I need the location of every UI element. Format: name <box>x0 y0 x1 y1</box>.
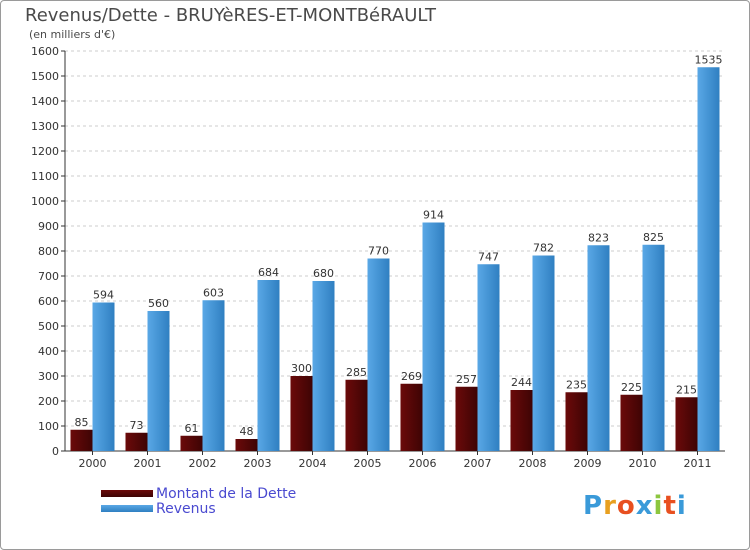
bar-debt <box>620 394 643 451</box>
y-axis-unit-label: (en milliers d'€) <box>29 28 116 41</box>
data-label-revenue: 747 <box>478 250 499 263</box>
data-label-revenue: 823 <box>588 231 609 244</box>
bar-debt <box>565 392 588 451</box>
x-tick-label: 2000 <box>79 457 107 470</box>
bar-debt <box>180 435 203 451</box>
logo-letter: t <box>663 491 677 521</box>
logo-letter: i <box>676 491 687 521</box>
bar-revenue <box>257 280 280 451</box>
data-label-debt: 215 <box>676 383 697 396</box>
x-tick-label: 2005 <box>354 457 382 470</box>
bar-debt <box>290 376 313 451</box>
bar-debt <box>345 379 368 451</box>
x-tick-label: 2008 <box>519 457 547 470</box>
bar-revenue <box>532 255 555 451</box>
x-tick-label: 2011 <box>684 457 712 470</box>
x-tick-label: 2004 <box>299 457 327 470</box>
data-label-debt: 300 <box>291 362 312 375</box>
y-tick-label: 900 <box>38 220 59 233</box>
data-label-revenue: 603 <box>203 286 224 299</box>
bar-revenue <box>422 222 445 451</box>
data-label-revenue: 594 <box>93 289 114 302</box>
y-tick-label: 100 <box>38 420 59 433</box>
y-tick-label: 700 <box>38 270 59 283</box>
y-tick-label: 1500 <box>31 70 59 83</box>
y-tick-label: 300 <box>38 370 59 383</box>
bar-debt <box>70 429 93 451</box>
x-tick-label: 2002 <box>189 457 217 470</box>
y-tick-label: 1100 <box>31 170 59 183</box>
logo-letter: P <box>583 491 604 521</box>
bar-revenue <box>202 300 225 451</box>
data-label-debt: 85 <box>75 416 89 429</box>
data-label-debt: 235 <box>566 378 587 391</box>
bar-revenue <box>697 67 720 451</box>
x-tick-label: 2009 <box>574 457 602 470</box>
x-tick-label: 2001 <box>134 457 162 470</box>
x-tick-label: 2007 <box>464 457 492 470</box>
x-tick-label: 2010 <box>629 457 657 470</box>
legend-label-debt: Montant de la Dette <box>156 486 297 502</box>
bar-debt <box>510 390 533 451</box>
data-label-debt: 225 <box>621 381 642 394</box>
bar-debt <box>125 432 148 451</box>
bar-debt <box>675 397 698 451</box>
y-tick-label: 0 <box>52 445 59 458</box>
data-label-debt: 257 <box>456 373 477 386</box>
data-label-revenue: 560 <box>148 297 169 310</box>
y-tick-label: 1400 <box>31 95 59 108</box>
y-tick-label: 1000 <box>31 195 59 208</box>
y-tick-label: 600 <box>38 295 59 308</box>
bar-revenue <box>147 311 170 451</box>
x-tick-label: 2006 <box>409 457 437 470</box>
proxiti-logo: Proxiti <box>583 491 687 521</box>
data-label-debt: 73 <box>130 419 144 432</box>
y-tick-label: 1200 <box>31 145 59 158</box>
data-label-debt: 244 <box>511 376 532 389</box>
logo-letter: o <box>616 491 636 521</box>
logo-letter: r <box>603 491 617 521</box>
y-tick-label: 800 <box>38 245 59 258</box>
chart-title: Revenus/Dette - BRUYèRES-ET-MONTBéRAULT <box>25 5 436 26</box>
bar-debt <box>455 386 478 451</box>
y-tick-label: 1600 <box>31 45 59 58</box>
data-label-revenue: 770 <box>368 245 389 258</box>
data-label-debt: 61 <box>185 422 199 435</box>
data-label-revenue: 684 <box>258 266 279 279</box>
y-tick-label: 400 <box>38 345 59 358</box>
data-label-revenue: 782 <box>533 242 554 255</box>
legend-label-revenue: Revenus <box>156 501 216 517</box>
bar-debt <box>400 383 423 451</box>
bar-debt <box>235 439 258 451</box>
logo-letter: x <box>635 491 654 521</box>
y-tick-label: 500 <box>38 320 59 333</box>
data-label-debt: 285 <box>346 366 367 379</box>
legend-swatch-revenue <box>101 505 153 512</box>
bar-revenue <box>477 264 500 451</box>
x-tick-label: 2003 <box>244 457 272 470</box>
bar-revenue <box>642 244 665 451</box>
bar-revenue <box>587 245 610 451</box>
data-label-debt: 269 <box>401 370 422 383</box>
data-label-revenue: 914 <box>423 209 444 222</box>
data-label-revenue: 825 <box>643 231 664 244</box>
y-tick-label: 200 <box>38 395 59 408</box>
bar-revenue <box>367 258 390 451</box>
data-label-revenue: 680 <box>313 267 334 280</box>
bar-revenue <box>312 281 335 451</box>
logo-letter: i <box>653 491 664 521</box>
y-tick-label: 1300 <box>31 120 59 133</box>
bar-revenue <box>92 302 115 451</box>
data-label-revenue: 1535 <box>695 53 723 66</box>
data-label-debt: 48 <box>240 425 254 438</box>
legend-swatch-debt <box>101 490 153 497</box>
